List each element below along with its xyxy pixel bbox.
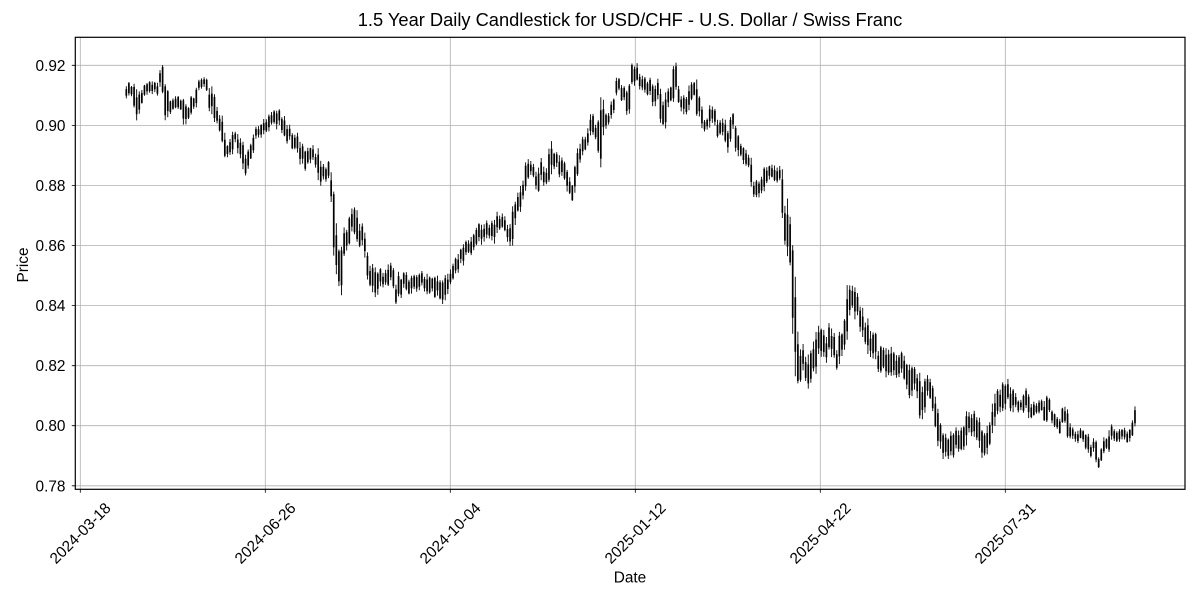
svg-text:0.88: 0.88 [36, 178, 66, 195]
svg-text:Price: Price [15, 247, 32, 282]
svg-text:0.86: 0.86 [36, 238, 66, 255]
svg-text:0.84: 0.84 [36, 298, 66, 315]
svg-text:1.5 Year Daily Candlestick for: 1.5 Year Daily Candlestick for USD/CHF -… [358, 9, 903, 30]
svg-text:0.78: 0.78 [36, 478, 66, 495]
svg-text:0.82: 0.82 [36, 358, 66, 375]
svg-text:0.90: 0.90 [36, 118, 66, 135]
svg-text:Date: Date [614, 569, 647, 586]
svg-text:0.92: 0.92 [36, 58, 66, 75]
svg-text:0.80: 0.80 [36, 418, 66, 435]
